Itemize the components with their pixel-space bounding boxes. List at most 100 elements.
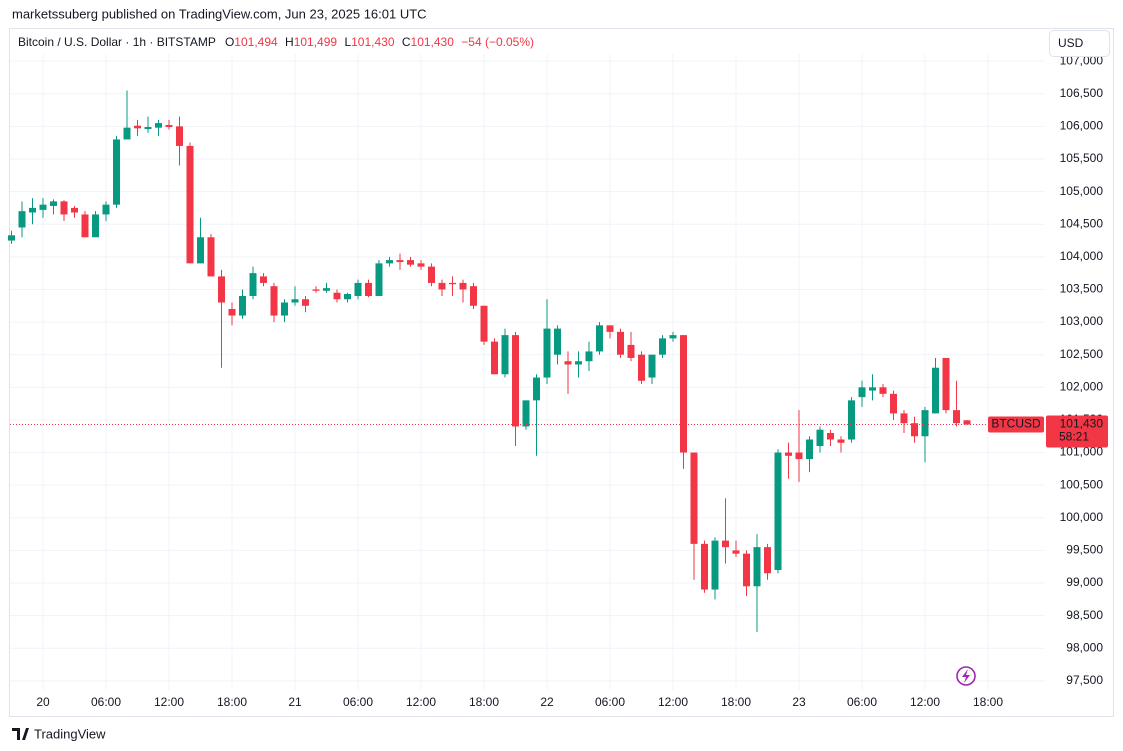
candle-body — [963, 420, 971, 425]
x-tick-label: 12:00 — [658, 695, 688, 709]
candle-body — [900, 413, 908, 424]
candle-body — [627, 344, 635, 358]
high-value: 101,499 — [294, 35, 338, 49]
candle-body — [323, 288, 330, 291]
brand-logo — [12, 728, 29, 740]
chart-frame — [9, 28, 1114, 717]
x-tick-label: 20 — [36, 695, 50, 709]
candle-body — [911, 423, 918, 437]
candle-body — [459, 282, 467, 290]
candle-body — [501, 335, 509, 375]
candle-body — [564, 361, 572, 365]
y-tick-label: 102,000 — [1060, 379, 1104, 393]
candle-body — [659, 338, 666, 355]
x-tick-label: 18:00 — [217, 695, 247, 709]
candle-body — [228, 309, 236, 316]
price-tag-value: 101,430 — [1060, 417, 1104, 431]
candle-body — [92, 214, 99, 238]
candle-body — [774, 452, 782, 570]
candle-body — [113, 139, 120, 205]
candle-body — [711, 540, 719, 590]
candle-body — [491, 341, 498, 375]
y-tick-label: 100,000 — [1060, 510, 1104, 524]
y-tick-label: 104,500 — [1060, 216, 1104, 230]
candle-body — [60, 201, 68, 215]
legend: Bitcoin / U.S. Dollar · 1h · BITSTAMP O1… — [18, 35, 534, 49]
y-tick-label: 105,500 — [1060, 151, 1104, 165]
candle-body — [932, 367, 939, 414]
candle-body — [375, 263, 383, 296]
close-label: C — [402, 35, 411, 49]
open-label: O — [225, 35, 234, 49]
candle-body — [281, 302, 288, 316]
x-tick-label: 23 — [792, 695, 806, 709]
candle-body — [722, 540, 729, 548]
y-tick-label: 106,500 — [1060, 86, 1104, 100]
y-tick-label: 103,500 — [1060, 282, 1104, 296]
x-tick-label: 12:00 — [406, 695, 436, 709]
candle-body — [449, 282, 456, 285]
x-tick-label: 12:00 — [910, 695, 940, 709]
candle-body — [617, 331, 624, 355]
candle-body — [890, 393, 897, 414]
close-value: 101,430 — [411, 35, 455, 49]
y-tick-label: 99,500 — [1066, 543, 1103, 557]
low-value: 101,430 — [351, 35, 395, 49]
candle-body — [144, 127, 152, 129]
y-tick-label: 106,000 — [1060, 119, 1104, 133]
x-tick-label: 06:00 — [847, 695, 877, 709]
candle-body — [165, 125, 173, 128]
candle-body — [39, 204, 47, 210]
candle-body — [785, 452, 792, 456]
candle-body — [218, 276, 225, 303]
candle-body — [396, 260, 404, 263]
candle-body — [428, 266, 435, 283]
candles — [8, 90, 971, 632]
brand-name: TradingView — [34, 726, 106, 741]
candle-body — [921, 410, 929, 437]
candle-body — [753, 547, 761, 587]
candle-body — [554, 328, 561, 355]
candle-body — [533, 377, 540, 401]
currency-label[interactable]: USD — [1058, 36, 1084, 50]
candle-body — [764, 547, 771, 574]
x-tick-label: 21 — [288, 695, 302, 709]
x-tick-label: 18:00 — [721, 695, 751, 709]
candle-body — [732, 550, 740, 554]
candle-body — [417, 263, 425, 267]
candle-body — [596, 325, 603, 352]
candle-body — [134, 125, 141, 129]
candle-body — [102, 204, 110, 215]
candle-body — [123, 127, 131, 140]
high-label: H — [285, 35, 294, 49]
candle-body — [239, 295, 246, 316]
currency-button[interactable] — [1049, 30, 1110, 57]
candle-body — [186, 145, 194, 264]
candle-body — [197, 237, 204, 264]
candle-body — [438, 282, 446, 290]
candle-body — [50, 201, 57, 206]
candle-body — [333, 292, 341, 300]
open-value: 101,494 — [234, 35, 278, 49]
candle-body — [249, 273, 257, 296]
candle-body — [575, 361, 582, 365]
y-tick-label: 98,000 — [1066, 640, 1103, 654]
y-tick-label: 105,000 — [1060, 184, 1104, 198]
candle-body — [953, 410, 960, 424]
x-tick-label: 18:00 — [469, 695, 499, 709]
candle-body — [71, 207, 78, 213]
candle-body — [480, 305, 488, 342]
candle-body — [291, 299, 299, 303]
candle-body — [806, 439, 813, 460]
candle-body — [543, 328, 551, 378]
price-tag-countdown: 58:21 — [1059, 430, 1089, 444]
candle-body — [176, 126, 183, 146]
candle-body — [522, 400, 530, 427]
candle-body — [606, 325, 614, 332]
y-tick-label: 99,000 — [1066, 575, 1103, 589]
x-tick-label: 06:00 — [91, 695, 121, 709]
candle-body — [18, 211, 26, 228]
candle-body — [869, 387, 876, 391]
y-tick-label: 100,500 — [1060, 477, 1104, 491]
y-tick-label: 103,000 — [1060, 314, 1104, 328]
